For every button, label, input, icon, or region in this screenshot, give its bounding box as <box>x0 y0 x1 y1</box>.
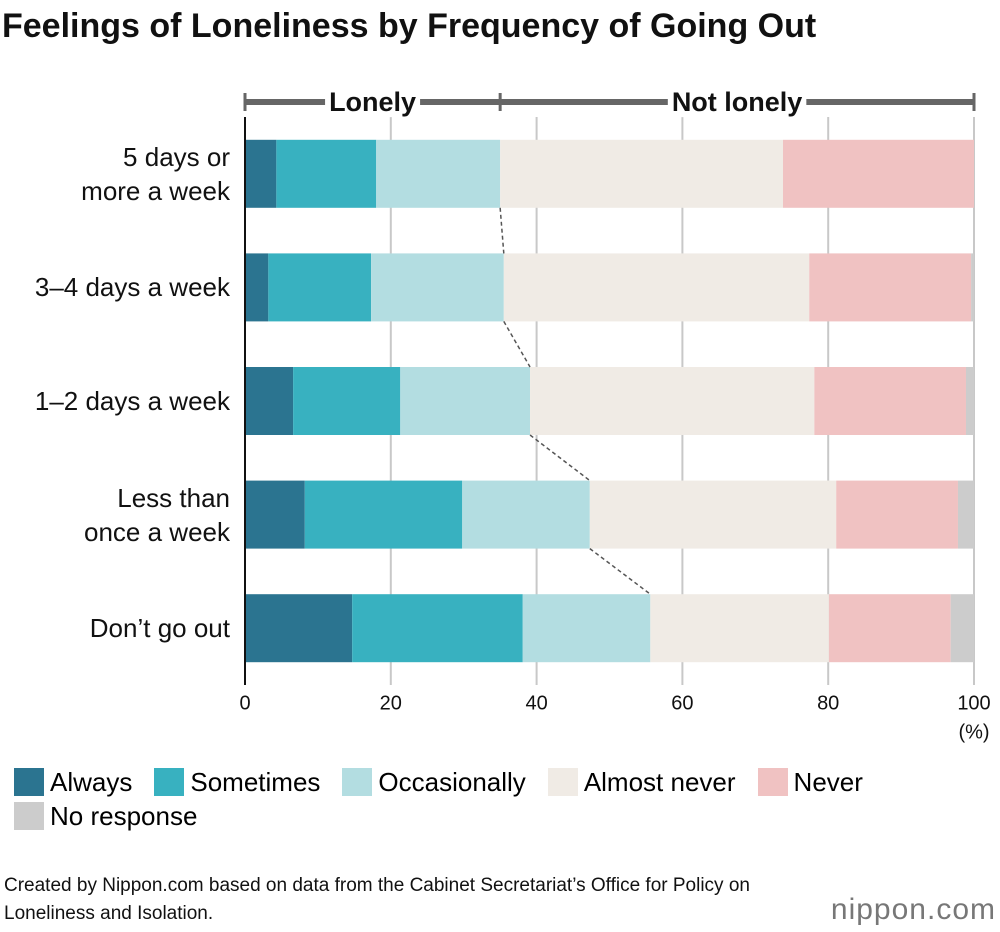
logo: nippon.com <box>830 893 996 926</box>
bar-segment <box>965 367 974 435</box>
bar-segment <box>814 367 966 435</box>
legend-label: Always <box>50 766 133 797</box>
bar-segment <box>268 253 372 322</box>
y-tick-label: Less than once a week <box>84 482 230 547</box>
legend: Always Sometimes Occasionally Almost never N… <box>14 766 994 832</box>
legend-swatch <box>154 768 185 796</box>
annotation: Lonely <box>329 87 416 117</box>
bar-segment <box>245 139 277 208</box>
bar-segment <box>957 480 974 549</box>
bar-segment <box>276 139 377 208</box>
bar-segment <box>783 139 974 208</box>
bar-segment <box>304 480 463 549</box>
bar-segment <box>293 367 401 435</box>
bar-segment <box>245 480 305 549</box>
x-tick-label: 20 <box>380 692 402 714</box>
legend-label: Almost never <box>583 766 736 797</box>
legend-item: Almost never <box>547 766 736 798</box>
chart-title: Feelings of Loneliness by Frequency of G… <box>2 7 816 45</box>
bar-segment <box>245 367 294 435</box>
bar-segment <box>950 594 974 663</box>
bar-segment <box>352 594 523 663</box>
bar-segment <box>245 253 269 322</box>
bar-segment <box>589 480 837 549</box>
label-bg <box>325 87 421 118</box>
legend-swatch <box>14 802 44 830</box>
connector <box>499 207 505 254</box>
legend-label: No response <box>50 800 198 831</box>
legend-swatch <box>342 768 373 796</box>
bar-segment <box>650 594 829 663</box>
bar-segment <box>400 367 531 435</box>
bar-segment <box>462 480 590 549</box>
bar-segment <box>371 253 504 322</box>
annotation: Not lonely <box>672 87 803 117</box>
legend-item: Never <box>757 766 863 798</box>
bar-segment <box>828 594 951 663</box>
y-tick-label: 3–4 days a week <box>34 272 230 303</box>
y-tick-label: 5 days or more a week <box>81 141 230 206</box>
legend-label: Never <box>793 766 863 797</box>
bar-segment <box>530 367 815 435</box>
connector <box>529 434 591 482</box>
legend-item: Occasionally <box>342 766 526 798</box>
y-tick-label: 1–2 days a week <box>34 386 230 416</box>
x-tick-label: 80 <box>817 692 839 714</box>
x-tick-label: 60 <box>671 692 693 714</box>
label-bg <box>667 87 807 118</box>
bar-segment <box>971 253 974 322</box>
bar-segment <box>836 480 958 549</box>
bar-segment <box>245 594 353 663</box>
y-tick-label: Don’t go out <box>89 613 230 644</box>
source-note: Created by Nippon.com based on data from… <box>4 875 750 924</box>
legend-swatch <box>14 768 44 796</box>
legend-item: No response <box>14 800 197 832</box>
bar-segment <box>522 594 651 663</box>
bar-segment <box>500 139 784 208</box>
connector <box>503 321 531 368</box>
x-tick-label: 40 <box>525 692 547 714</box>
legend-swatch <box>757 768 788 796</box>
legend-item: Always <box>14 766 132 798</box>
legend-swatch <box>547 768 578 796</box>
bar-segment <box>809 253 972 322</box>
connector <box>589 548 651 595</box>
bar-segment <box>376 139 501 208</box>
legend-label: Sometimes <box>190 766 321 797</box>
x-tick-label: 100 <box>957 692 990 714</box>
bar-segment <box>503 253 810 322</box>
legend-label: Occasionally <box>378 766 526 797</box>
x-tick-label: 0 <box>239 692 250 714</box>
x-unit: (%) <box>958 721 989 743</box>
legend-item: Sometimes <box>154 766 320 798</box>
